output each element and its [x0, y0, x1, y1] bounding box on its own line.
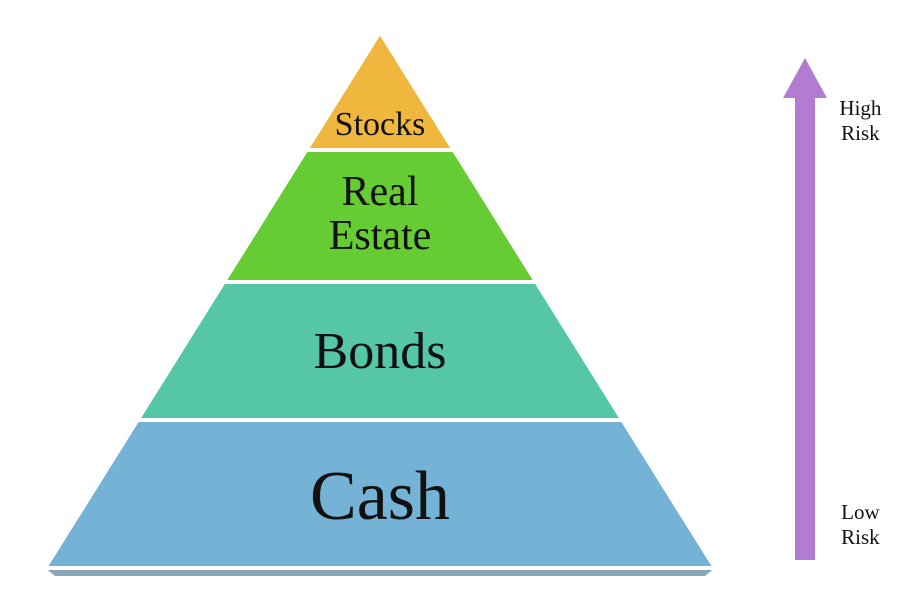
risk-high-label: High Risk [827, 96, 893, 146]
investment-pyramid: Stocks Real Estate Bonds Cash [40, 20, 720, 580]
stage: Stocks Real Estate Bonds Cash High Risk Low… [0, 0, 900, 600]
tier-label-stocks: Stocks [40, 107, 720, 143]
tier-label-cash: Cash [40, 460, 720, 534]
risk-low-label: Low Risk [827, 500, 893, 550]
risk-arrow-shape [783, 58, 827, 560]
tier-label-bonds: Bonds [40, 325, 720, 380]
tier-label-real-estate: Real Estate [40, 170, 720, 258]
risk-arrow [781, 56, 829, 562]
